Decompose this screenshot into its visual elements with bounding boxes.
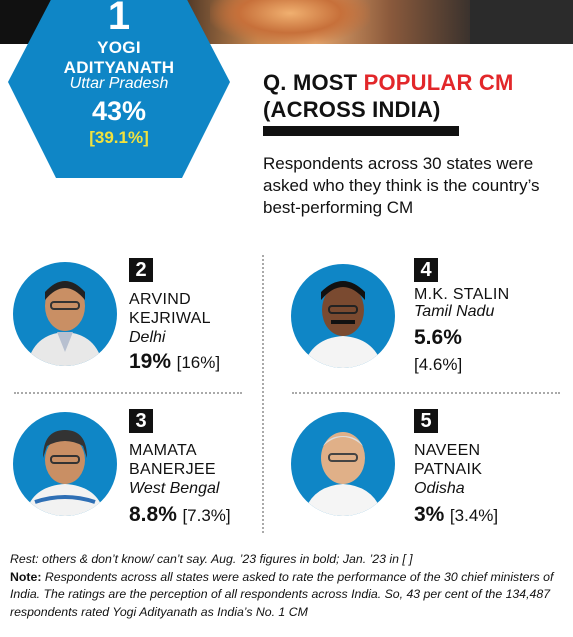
question-description: Respondents across 30 states were asked … [263,154,540,217]
rank-4-badge: 4 [414,258,438,282]
rank-1-hexagon [8,0,230,178]
rank-5-percent: 3% [3.4%] [414,503,499,526]
rank-1-name: YOGI ADITYANATH [63,38,175,77]
rank-4-previous-percent: [4.6%] [414,355,463,374]
vertical-divider [262,255,264,533]
portrait-icon [13,412,117,516]
portrait-icon [291,264,395,368]
horizontal-divider-left [14,392,242,394]
rank-2-badge: 2 [129,258,153,282]
rank-1-number: 1 [107,0,131,38]
rank-1-state: Uttar Pradesh [69,75,169,92]
rank-3-name: MAMATA BANERJEE [129,442,216,478]
rank-2-state: Delhi [129,329,166,346]
title-underline-bar [263,126,459,136]
rank-3-badge: 3 [129,409,153,433]
rank-3-state: West Bengal [129,480,220,497]
rank-1-percent: 43% [91,96,147,126]
rank-3-percent: 8.8% [7.3%] [129,503,231,526]
portrait-icon [291,412,395,516]
rank-5-name: NAVEEN PATNAIK [414,442,483,478]
rank-4-percent: 5.6% [414,326,462,349]
horizontal-divider-right [292,392,560,394]
footer-notes: Rest: others & don’t know/ can’t say. Au… [10,551,566,621]
rank-1-previous-percent: [39.1%] [89,128,149,147]
rank-4-state: Tamil Nadu [414,303,495,320]
rank-4-name: M.K. STALIN [414,286,510,303]
rank-2-name: ARVIND KEJRIWAL [129,291,211,327]
footer-methodology-note: Note: Respondents across all states were… [10,569,554,619]
rank-5-badge: 5 [414,409,438,433]
footer-rest-note: Rest: others & don’t know/ can’t say. Au… [10,552,413,566]
rank-5-state: Odisha [414,480,465,497]
page-title: Q. MOST POPULAR CM (ACROSS INDIA) [263,70,514,122]
portrait-icon [13,262,117,366]
rank-2-percent: 19% [16%] [129,350,221,373]
